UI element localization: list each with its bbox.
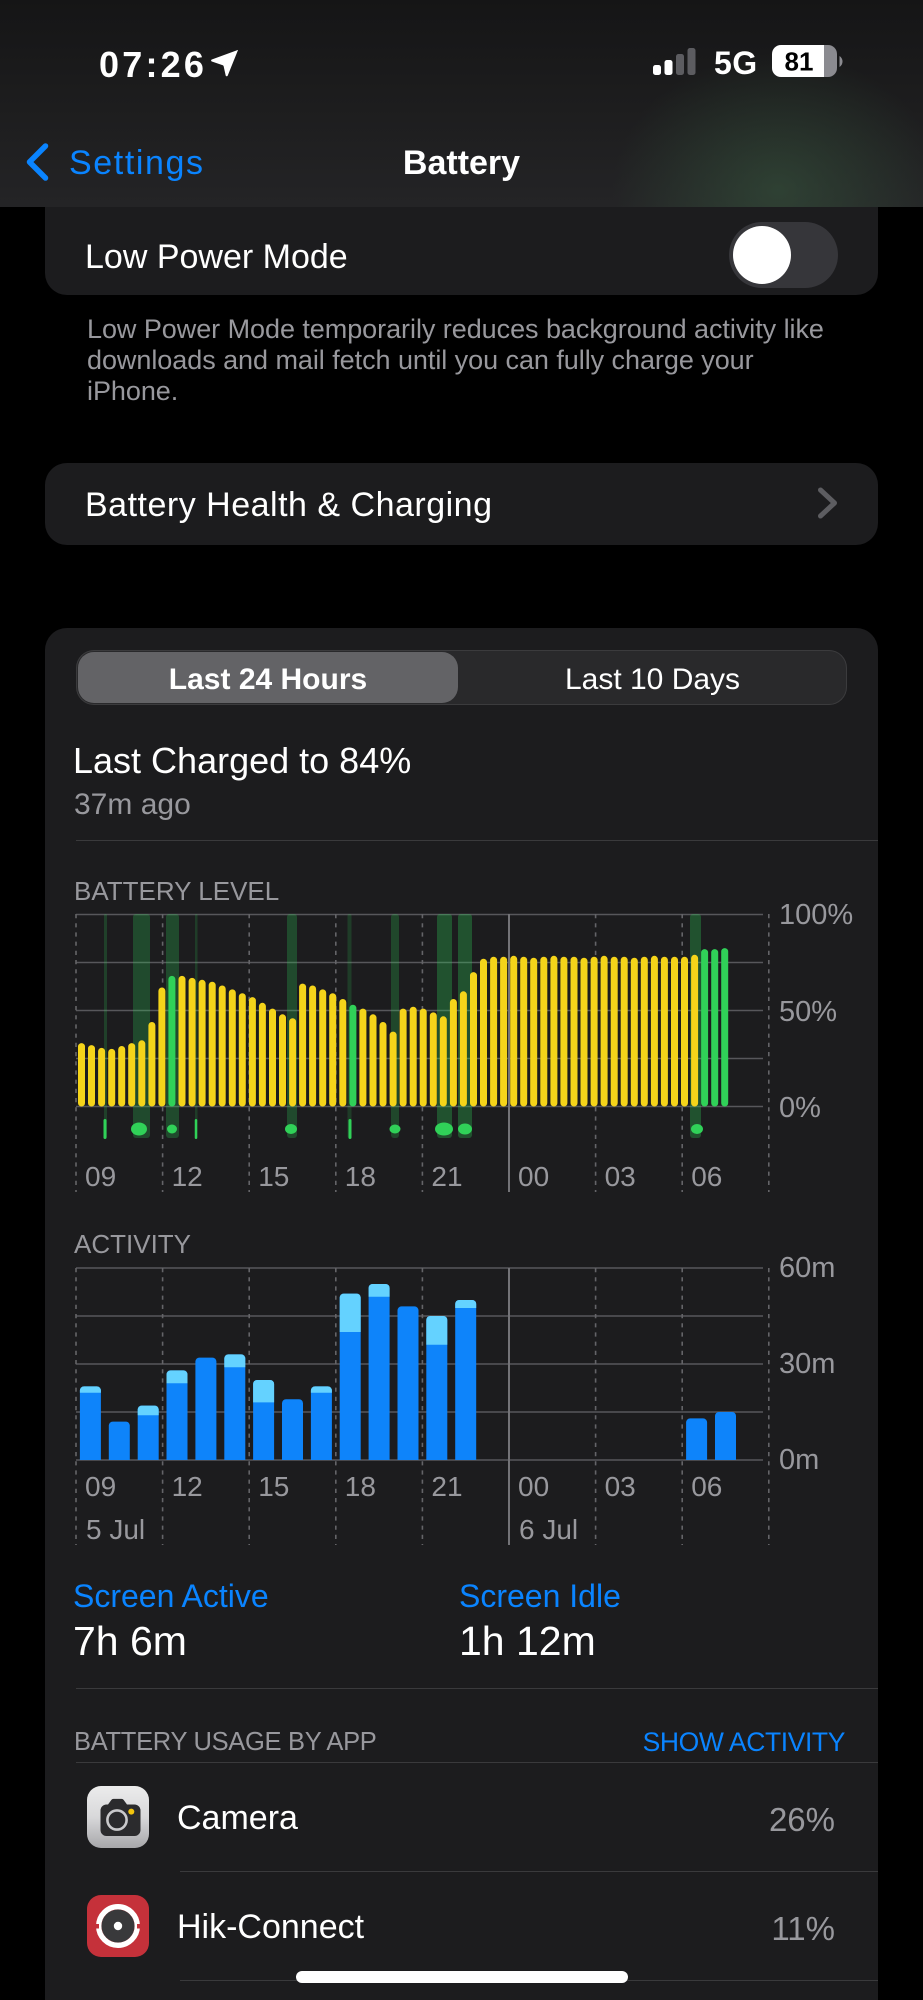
svg-text:00: 00 [518, 1471, 549, 1502]
svg-text:06: 06 [691, 1161, 722, 1192]
svg-text:12: 12 [172, 1161, 203, 1192]
svg-text:0m: 0m [779, 1444, 819, 1476]
svg-text:21: 21 [431, 1471, 462, 1502]
svg-text:0%: 0% [779, 1092, 821, 1124]
svg-text:30m: 30m [779, 1348, 835, 1380]
svg-text:6 Jul: 6 Jul [519, 1514, 578, 1545]
svg-text:100%: 100% [779, 899, 853, 931]
svg-text:00: 00 [518, 1161, 549, 1192]
svg-text:81: 81 [785, 47, 814, 77]
svg-text:5 Jul: 5 Jul [86, 1514, 145, 1545]
svg-text:03: 03 [605, 1161, 636, 1192]
svg-text:18: 18 [345, 1471, 376, 1502]
svg-text:18: 18 [345, 1161, 376, 1192]
svg-text:03: 03 [605, 1471, 636, 1502]
svg-text:60m: 60m [779, 1252, 835, 1284]
svg-text:21: 21 [431, 1161, 462, 1192]
svg-text:15: 15 [258, 1161, 289, 1192]
svg-text:15: 15 [258, 1471, 289, 1502]
svg-text:06: 06 [691, 1471, 722, 1502]
svg-text:09: 09 [85, 1471, 116, 1502]
svg-text:12: 12 [172, 1471, 203, 1502]
svg-text:09: 09 [85, 1161, 116, 1192]
svg-text:50%: 50% [779, 996, 837, 1028]
